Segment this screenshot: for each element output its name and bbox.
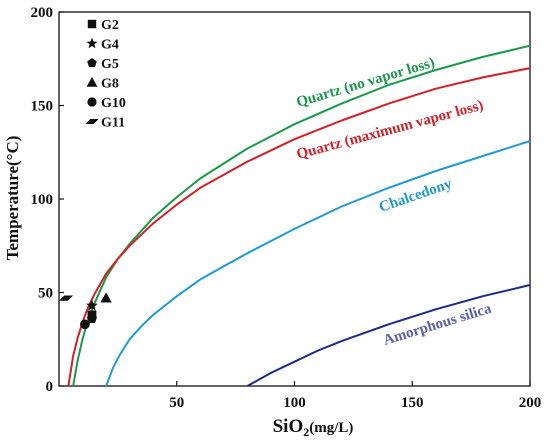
x-tick-label: 150 [401,395,424,411]
legend-marker-g4 [86,37,98,49]
axis-titles: Temperature(°C) SiO2(mg/L) [3,136,353,439]
legend-label-g11: G11 [101,116,125,131]
y-tick-label: 50 [38,286,53,302]
y-tick-label: 200 [31,5,54,21]
sample-points [59,292,112,330]
legend-marker-g5 [87,58,97,68]
x-axis-title-subscript: 2 [303,425,309,439]
curve-label-quartz-max-vapor: Quartz (maximum vapor loss) [295,98,485,163]
data-point-g8 [100,292,112,303]
x-tick-label: 100 [283,395,306,411]
y-axis-title: Temperature(°C) [3,136,22,261]
legend-label-g4: G4 [101,38,119,53]
data-point-g11 [59,295,74,301]
legend-label-g8: G8 [101,77,119,92]
curve-label-quartz-no-vapor: Quartz (no vapor loss) [295,55,437,111]
curve-label-chalcedony: Chalcedony [377,176,454,216]
legend-marker-g2 [87,19,97,29]
x-axis-title-main: SiO [273,416,304,437]
plot-frame [58,11,531,387]
y-tick-label: 100 [31,192,54,208]
curve-labels: Quartz (no vapor loss) Quartz (maximum v… [295,55,494,349]
y-tick-label: 150 [31,99,54,115]
legend-label-g5: G5 [101,57,119,72]
data-point-g4 [86,299,98,311]
x-tick-label: 200 [519,395,542,411]
y-tick-label: 0 [46,379,54,395]
data-point-g5 [86,313,97,323]
legend-label-g10: G10 [101,96,126,111]
legend: G2 G4 G5 G8 G10 G11 [85,18,126,131]
x-axis-title-unit: (mg/L) [309,420,353,436]
series-line-3 [246,284,531,387]
x-axis-title: SiO2(mg/L) [273,416,354,439]
x-tick-label: 50 [169,395,184,411]
data-point-g10 [80,319,90,330]
legend-marker-g10 [87,97,97,107]
legend-marker-g8 [86,77,98,87]
legend-label-g2: G2 [101,18,119,33]
series-line-2 [105,140,531,387]
axes: 50 100 150 200 0 50 100 150 200 [31,5,542,411]
legend-marker-g11 [85,118,99,125]
